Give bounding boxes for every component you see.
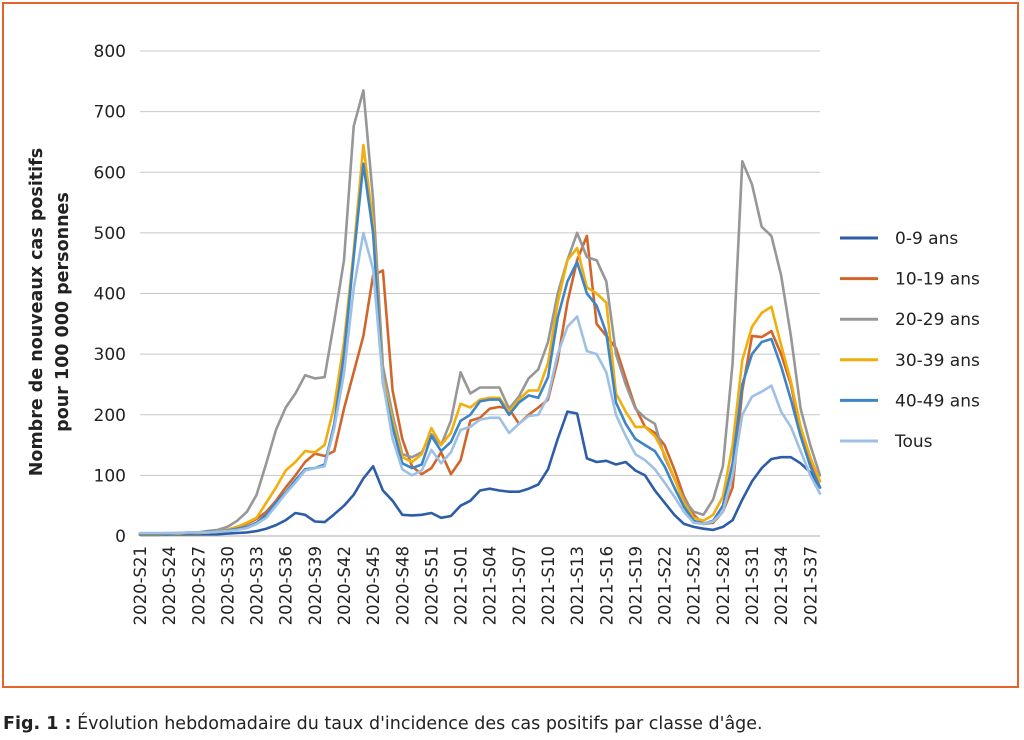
legend: 0-9 ans 10-19 ans 20-29 ans 30-39 ans 40-49 … (840, 229, 980, 452)
y-tick-label: 500 (94, 224, 126, 244)
x-tick-label: 2021-S01 (452, 546, 471, 625)
y-tick-label: 100 (94, 466, 126, 486)
x-tick-label: 2020-S21 (131, 546, 150, 625)
x-tick-label: 2021-S04 (481, 546, 500, 625)
x-tick-label: 2021-S37 (801, 546, 820, 625)
y-tick-label: 700 (94, 103, 126, 123)
x-tick-label: 2020-S42 (335, 546, 354, 625)
y-tick-label: 800 (94, 42, 126, 62)
x-tick-label: 2020-S39 (306, 546, 325, 625)
legend-label: 20-29 ans (895, 310, 980, 330)
x-tick-label: 2021-S34 (772, 546, 791, 625)
x-tick-label: 2021-S25 (685, 546, 704, 625)
legend-label: Tous (894, 432, 933, 452)
caption-text: Évolution hebdomadaire du taux d'inciden… (71, 714, 763, 734)
x-tick-label: 2021-S19 (626, 546, 645, 625)
y-tick-label: 0 (115, 527, 126, 547)
series-line-4 (138, 162, 822, 535)
series-lines (138, 89, 822, 537)
x-tick-label: 2020-S30 (218, 546, 237, 625)
x-tick-label: 2021-S07 (510, 546, 529, 625)
series-line-0 (138, 410, 822, 537)
x-tick-label: 2020-S48 (393, 546, 412, 625)
x-tick-label: 2021-S10 (539, 546, 558, 625)
y-tick-label: 600 (94, 163, 126, 183)
y-tick-label: 400 (94, 285, 126, 305)
caption-label: Fig. 1 : (3, 714, 72, 734)
legend-label: 0-9 ans (895, 229, 958, 249)
x-tick-label: 2021-S22 (656, 546, 675, 625)
x-tick-label: 2021-S16 (597, 546, 616, 625)
x-tick-label: 2020-S27 (189, 546, 208, 625)
x-tick-label: 2020-S24 (160, 546, 179, 625)
series-line-5 (138, 231, 822, 535)
x-axis-ticks: 2020-S21 2020-S24 2020-S27 2020-S30 2020-S33… (131, 546, 820, 625)
y-tick-label: 300 (94, 345, 126, 365)
legend-label: 30-39 ans (895, 351, 980, 371)
x-tick-label: 2020-S45 (364, 546, 383, 625)
legend-label: 10-19 ans (895, 270, 980, 290)
series-line-3 (138, 143, 822, 536)
chart-frame (2, 2, 1019, 688)
series-line-2 (138, 89, 822, 535)
x-tick-label: 2020-S36 (277, 546, 296, 625)
figure-caption: Fig. 1 : Évolution hebdomadaire du taux … (3, 714, 763, 734)
y-axis-ticks: 0 100 200 300 400 500 600 700 800 (94, 42, 126, 547)
y-tick-label: 200 (94, 406, 126, 426)
x-tick-label: 2021-S28 (714, 546, 733, 625)
y-axis-title-line2: pour 100 000 personnes (53, 192, 73, 432)
x-tick-label: 2020-S51 (422, 546, 441, 625)
x-tick-label: 2021-S31 (743, 546, 762, 625)
x-tick-label: 2020-S33 (248, 546, 267, 625)
legend-label: 40-49 ans (895, 391, 980, 411)
y-axis-title-line1: Nombre de nouveaux cas positifs (27, 148, 47, 476)
gridlines (140, 50, 820, 537)
x-tick-label: 2021-S13 (568, 546, 587, 625)
